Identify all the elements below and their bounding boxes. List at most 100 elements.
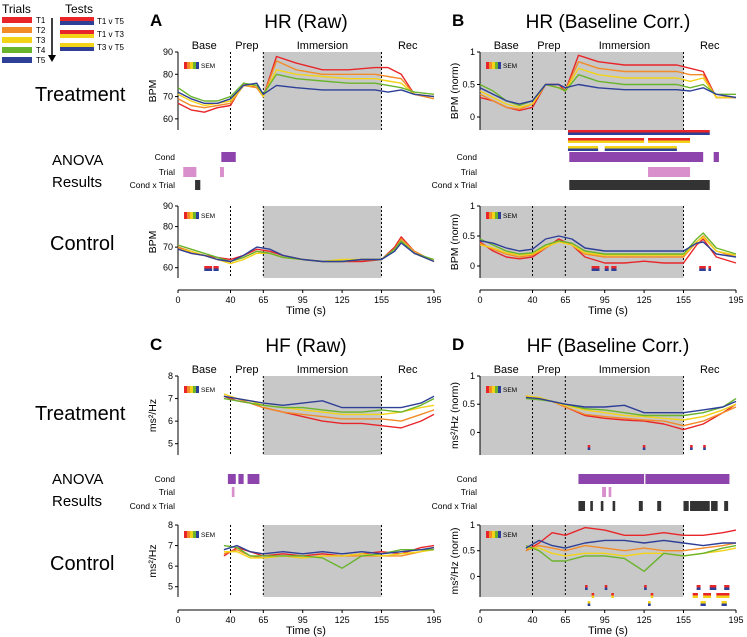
y-tick-label: 0.5 (462, 546, 475, 556)
treatment-y-axis-label: BPM (147, 80, 159, 103)
series-line-t2 (525, 542, 737, 552)
sem-label: SEM (503, 387, 517, 394)
test-bar-bottom (703, 447, 706, 450)
immersion-shading (263, 52, 382, 130)
series-line-t4 (223, 544, 434, 569)
y-tick-label: 6 (168, 416, 173, 426)
sem-swatch (187, 386, 190, 393)
x-axis-label: Time (s) (588, 305, 628, 317)
anova-block: Cond Trial Cond x Trial (432, 474, 730, 511)
y-tick-label: 0 (470, 112, 475, 122)
test-bar-bottom (611, 268, 617, 271)
trial-swatch-t5 (2, 57, 32, 63)
sem-swatch (492, 62, 495, 69)
test-legend-label: T1 v T3 (97, 30, 125, 39)
anova-bar (247, 474, 260, 484)
control-label-bottom: Control (50, 553, 114, 575)
trial-swatch-t2 (2, 27, 32, 33)
x-tick-label: 125 (637, 615, 652, 625)
test-bar-top (716, 593, 730, 596)
test-swatch-bottom (60, 34, 94, 38)
x-tick-label: 40 (226, 615, 236, 625)
anova-factor-label: Trial (461, 487, 477, 497)
immersion-shading (263, 525, 382, 597)
anova-factor-label: Cond (457, 474, 478, 484)
anova-label-bottom: ANOVA (52, 471, 103, 488)
x-tick-label: 155 (676, 615, 691, 625)
test-bar-top (611, 593, 614, 596)
test-bar-top (567, 146, 599, 149)
y-tick-label: 0.5 (462, 231, 475, 241)
test-bar-bottom (648, 140, 691, 143)
sem-label: SEM (503, 213, 517, 220)
test-bar-top (604, 146, 677, 149)
panel-letter-a: A (150, 11, 162, 30)
test-bar-top (642, 445, 646, 448)
sem-legend: SEM (184, 386, 215, 394)
sem-swatch (193, 531, 196, 538)
phase-label-rec: Rec (398, 40, 418, 52)
treatment-label-top: Treatment (35, 84, 126, 106)
phase-label-base: Base (192, 40, 217, 52)
anova-bar (657, 501, 662, 511)
sem-swatch (498, 212, 501, 219)
test-bar-bottom (591, 268, 600, 271)
test-bar-bottom (567, 132, 710, 135)
x-tick-label: 65 (258, 615, 268, 625)
test-bar-top (644, 585, 647, 588)
test-bar-top (611, 266, 617, 269)
y-tick-label: 8 (168, 371, 173, 381)
sem-swatch (196, 531, 199, 538)
trial-swatch-t1 (2, 17, 32, 23)
trial-legend-label: T5 (36, 56, 46, 65)
test-bar-bottom (567, 140, 645, 143)
control-label-top: Control (50, 233, 114, 255)
x-tick-label: 95 (298, 295, 308, 305)
sem-swatch (495, 531, 498, 538)
phase-label-rec: Rec (700, 364, 720, 376)
anova-factor-label: Cond x Trial (130, 501, 175, 511)
anova-factor-label: Cond (155, 152, 176, 162)
test-bar-bottom (587, 603, 591, 606)
phase-label-base: Base (494, 40, 519, 52)
series-line-t3 (479, 236, 737, 256)
x-tick-label: 155 (676, 295, 691, 305)
sem-legend: SEM (486, 212, 517, 220)
series-line-t2 (479, 61, 736, 110)
series-line-t4 (479, 232, 737, 255)
series-line-t4 (177, 73, 435, 102)
test-bar-top (703, 445, 706, 448)
test-bar-bottom (604, 268, 609, 271)
test-bar-bottom (716, 595, 730, 598)
test-bar-bottom (699, 268, 706, 271)
phase-label-immersion: Immersion (599, 364, 650, 376)
anova-bar (683, 501, 689, 511)
treatment-y-axis-label: BPM (norm) (449, 63, 461, 120)
anova-bar (711, 501, 718, 511)
series-line-t4 (479, 74, 736, 106)
results-label-top: Results (52, 174, 102, 191)
panel-a-title: HR (Raw) (264, 12, 347, 33)
anova-bar (220, 167, 224, 177)
test-swatch-bottom (60, 47, 94, 51)
test-bar-bottom (690, 447, 693, 450)
anova-factor-label: Cond x Trial (432, 501, 477, 511)
sem-swatch (190, 212, 193, 219)
test-bar-bottom (591, 595, 595, 598)
y-tick-label: 70 (163, 242, 173, 252)
tests-legend-title: Tests (65, 2, 93, 16)
test-bar-bottom (703, 595, 712, 598)
y-tick-label: 0 (470, 571, 475, 581)
test-bar-bottom (650, 595, 654, 598)
x-tick-label: 40 (226, 295, 236, 305)
test-bar-top (650, 593, 654, 596)
phase-label-immersion: Immersion (297, 40, 348, 52)
test-bar-top (692, 593, 698, 596)
series-line-t1 (479, 54, 736, 112)
series-line-t5 (479, 235, 737, 258)
phase-label-prep: Prep (235, 40, 258, 52)
x-tick-label: 155 (374, 295, 389, 305)
x-tick-label: 195 (426, 295, 441, 305)
sem-swatch (498, 531, 501, 538)
